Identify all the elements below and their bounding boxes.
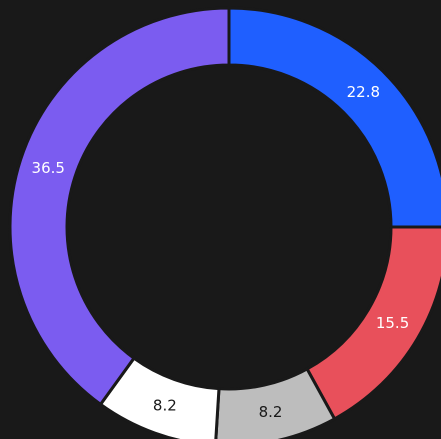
slice-label: 8.2 — [153, 396, 177, 414]
slice-label: 22.8 — [347, 83, 380, 101]
donut-slice — [8, 6, 231, 407]
slice-label: 36.5 — [32, 159, 65, 177]
donut-slice — [214, 366, 337, 439]
slice-label: 15.5 — [376, 314, 409, 332]
donut-slice — [227, 6, 441, 229]
slice-label: 8.2 — [259, 403, 283, 421]
